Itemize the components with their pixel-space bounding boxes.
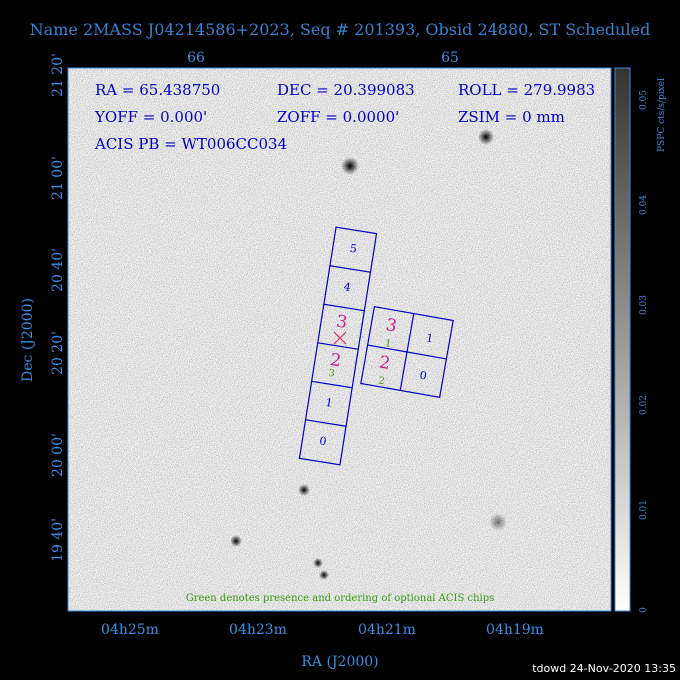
colorbar-tick-label: 0.01: [639, 500, 649, 520]
left-tick-label: 20 40': [50, 248, 66, 292]
colorbar-tick-label: 0.04: [639, 195, 649, 215]
aimpoint: [333, 331, 347, 345]
bottom-tick-label: 04h21m: [358, 622, 416, 638]
image-noise: [68, 68, 611, 611]
chip-label: 3: [335, 312, 349, 333]
overlay-text: YOFF = 0.000': [94, 108, 207, 126]
overlay-text: ROLL = 279.9983: [458, 81, 595, 99]
bottom-tick-label: 04h19m: [486, 622, 544, 638]
optional-chip-label: 2: [377, 376, 385, 388]
top-tick-label: 65: [441, 50, 459, 66]
left-tick-label: 21 00': [50, 156, 66, 200]
colorbar-tick-label: 0.03: [639, 295, 649, 315]
left-tick-label: 20 00': [50, 433, 66, 477]
chip-label: 4: [343, 280, 352, 294]
overlay-text: RA = 65.438750: [95, 81, 220, 99]
chip-label: 2: [329, 350, 343, 371]
left-tick-label: 20 20': [50, 331, 66, 375]
sources: [230, 129, 507, 580]
chip-label: 5: [349, 242, 358, 256]
chip-label: 0: [318, 434, 327, 448]
colorbar: [614, 67, 631, 612]
left-tick-label: 19 40': [50, 518, 66, 562]
left-tick-label: 21 20': [50, 53, 66, 97]
overlay-text: ZOFF = 0.0000': [277, 108, 399, 126]
overlay-text: ACIS PB = WT006CC034: [94, 135, 287, 153]
chip-label: 3: [384, 315, 398, 337]
colorbar-label: PSPC cts/s/pixel: [657, 78, 667, 152]
overlay-text: DEC = 20.399083: [277, 81, 415, 99]
bottom-tick-label: 04h25m: [101, 622, 159, 638]
optional-chip-label: 1: [384, 338, 392, 350]
y-axis-title: Dec (J2000): [20, 298, 36, 382]
chip-label: 0: [419, 369, 428, 383]
colorbar-tick-label: 0: [639, 607, 649, 613]
top-tick-label: 66: [187, 50, 205, 66]
footer: tdowd 24-Nov-2020 13:35: [532, 662, 676, 675]
bottom-tick-label: 04h23m: [229, 622, 287, 638]
colorbar-tick-label: 0.05: [639, 90, 649, 110]
overlay-text: ZSIM = 0 mm: [458, 108, 565, 126]
chip-label: 1: [325, 396, 334, 410]
colorbar-tick-label: 0.02: [639, 395, 649, 415]
note: Green denotes presence and ordering of o…: [186, 593, 495, 604]
chip-label: 1: [425, 331, 434, 345]
chip-label: 2: [378, 353, 392, 375]
title: Name 2MASS J04214586+2023, Seq # 201393,…: [30, 20, 651, 39]
frame: [67, 67, 612, 612]
optional-chip-label: 3: [328, 368, 336, 380]
x-axis-title: RA (J2000): [301, 654, 378, 670]
